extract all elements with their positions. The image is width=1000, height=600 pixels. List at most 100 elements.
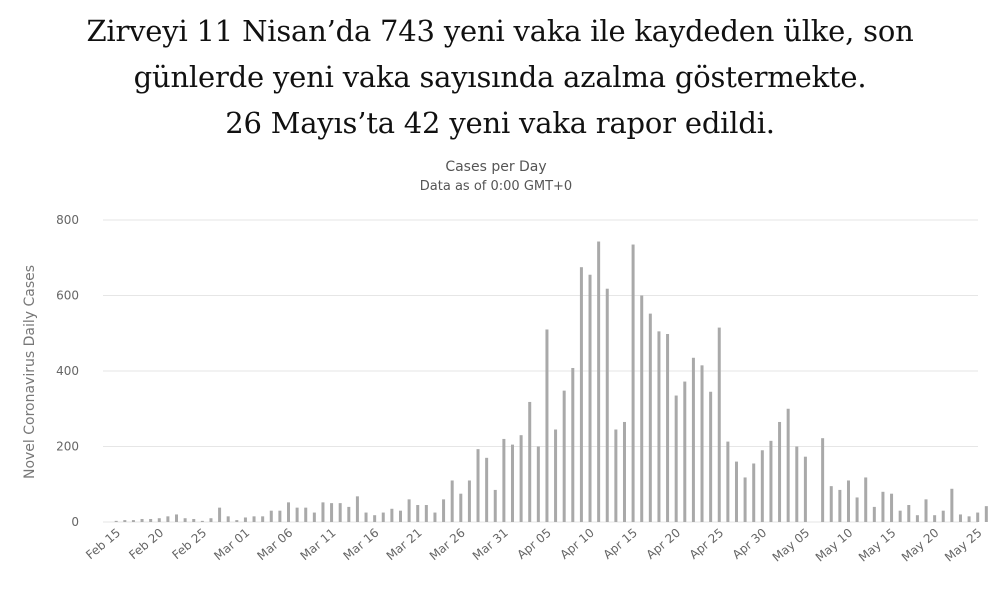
bar: [795, 446, 799, 522]
bar: [123, 520, 127, 522]
bar: [752, 463, 756, 522]
x-tick-label: Apr 15: [601, 526, 641, 562]
bar-series: [114, 241, 988, 523]
bar: [898, 510, 902, 522]
y-tick-label: 600: [56, 289, 79, 303]
x-tick-label: Apr 30: [730, 526, 770, 562]
y-tick-label: 0: [71, 515, 79, 529]
x-tick-label: Apr 10: [557, 526, 597, 562]
bar: [864, 477, 868, 522]
bar: [769, 440, 773, 522]
x-tick-label: Apr 05: [514, 526, 554, 562]
bar: [709, 391, 713, 522]
bar: [855, 497, 859, 522]
bar: [838, 489, 842, 522]
bar: [950, 488, 954, 522]
bar: [872, 506, 876, 522]
bar: [347, 506, 351, 522]
bar: [778, 421, 782, 522]
bar: [226, 516, 230, 522]
bar: [295, 507, 299, 522]
bar: [881, 491, 885, 522]
bar: [691, 357, 695, 522]
bar: [373, 515, 377, 522]
bar: [149, 518, 153, 522]
bar: [175, 514, 178, 522]
bar: [984, 506, 988, 522]
bar: [287, 502, 290, 522]
bar: [493, 489, 497, 522]
x-tick-label: Apr 25: [687, 526, 727, 562]
y-axis-label: Novel Coronavirus Daily Cases: [22, 265, 38, 479]
bar: [390, 508, 394, 522]
bar: [183, 518, 187, 522]
bar: [571, 367, 575, 522]
x-tick-label: May 15: [856, 526, 899, 565]
x-tick-label: Mar 06: [254, 526, 295, 564]
headline: Zirveyi 11 Nisan’da 743 yeni vaka ile ka…: [0, 8, 1000, 146]
bar: [131, 520, 135, 522]
x-tick-label: Mar 26: [427, 526, 468, 564]
x-tick-label: Mar 01: [211, 526, 252, 564]
bar: [666, 334, 670, 522]
bar: [933, 515, 937, 522]
bar: [907, 505, 911, 522]
bar: [846, 480, 850, 522]
x-tick-label: Feb 20: [126, 526, 166, 563]
bar: [407, 499, 411, 522]
bar: [304, 507, 308, 522]
bar: [941, 510, 945, 522]
bar: [355, 496, 359, 522]
bar: [192, 518, 196, 522]
bar: [674, 395, 678, 522]
headline-line-1: Zirveyi 11 Nisan’da 743 yeni vaka ile ka…: [86, 14, 914, 48]
bar: [433, 512, 437, 522]
bar: [717, 327, 721, 522]
x-tick-label: Feb 25: [169, 526, 209, 563]
bar: [140, 518, 144, 522]
y-tick-labels: 0 200 400 600 800: [56, 213, 79, 529]
bar: [157, 518, 161, 522]
x-tick-label: Feb 15: [83, 526, 123, 563]
x-tick-label: May 10: [813, 526, 856, 565]
bar: [442, 499, 446, 522]
y-gridlines: [103, 219, 978, 523]
bar: [743, 477, 747, 522]
x-tick-label: Apr 20: [644, 526, 684, 562]
bar: [330, 503, 334, 523]
bar: [700, 365, 704, 522]
y-tick-label: 400: [56, 364, 79, 378]
bar: [364, 512, 368, 522]
x-tick-labels: Feb 15 Feb 20 Feb 25 Mar 01 Mar 06 Mar 11 Mar …: [83, 526, 984, 565]
bar: [683, 381, 687, 522]
bar: [976, 512, 980, 522]
bar: [821, 438, 825, 522]
bar: [536, 446, 540, 522]
bar: [459, 493, 463, 522]
bar: [657, 331, 661, 522]
bar: [269, 510, 273, 522]
bar: [519, 435, 523, 522]
bar: [476, 449, 480, 522]
bar: [381, 512, 385, 522]
bar: [510, 444, 514, 522]
bar: [562, 390, 566, 522]
bar: [967, 516, 971, 522]
x-tick-label: May 05: [770, 526, 813, 565]
bar: [924, 499, 928, 522]
bar: [588, 274, 592, 522]
bar: [312, 512, 316, 522]
bar: [554, 429, 558, 522]
bar: [399, 510, 402, 522]
bar: [605, 288, 609, 522]
bar: [640, 295, 644, 522]
bar: [467, 480, 471, 522]
bar: [261, 516, 265, 522]
x-tick-label: Mar 16: [341, 526, 382, 564]
chart-title: Cases per Day: [445, 159, 546, 175]
bar: [648, 313, 652, 522]
bar: [321, 502, 325, 522]
bar: [235, 520, 239, 522]
bar: [803, 456, 807, 522]
bar: [528, 401, 532, 522]
